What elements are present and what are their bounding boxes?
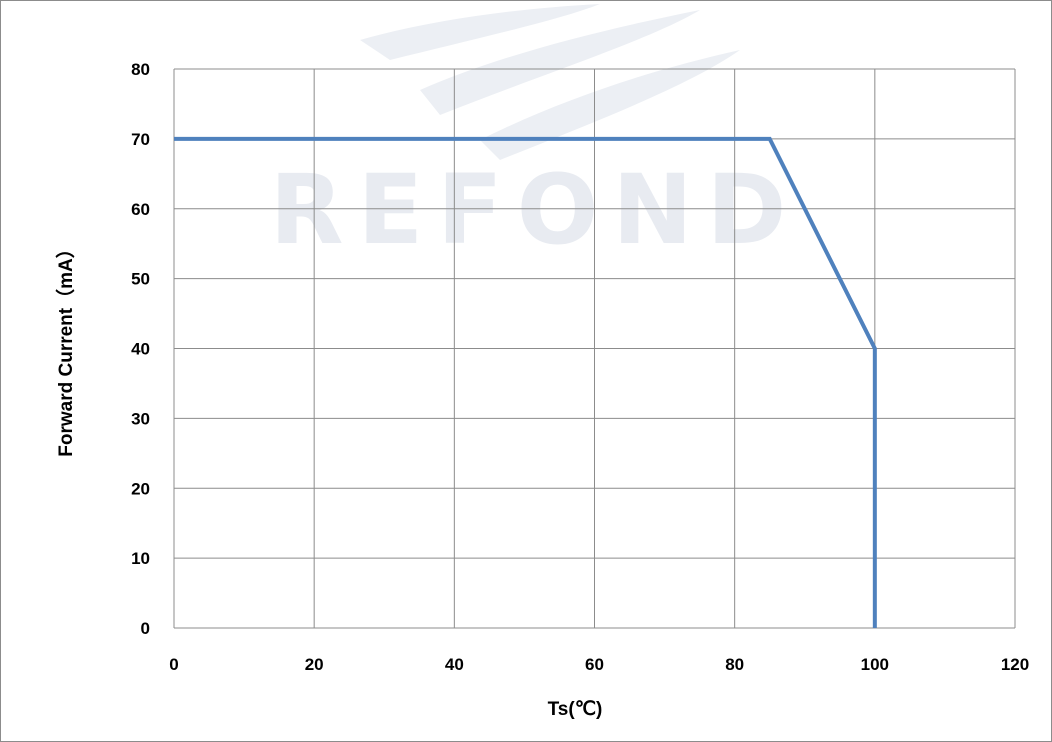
- y-tick-label: 30: [131, 409, 150, 428]
- watermark-swoosh-1: [360, 4, 600, 60]
- y-tick-label: 40: [131, 340, 150, 359]
- watermark-swoosh-2: [420, 10, 700, 115]
- x-tick-labels: 0 20 40 60 80 100 120: [169, 655, 1029, 674]
- y-tick-label: 60: [131, 200, 150, 219]
- x-tick-label: 0: [169, 655, 178, 674]
- y-tick-label: 50: [131, 270, 150, 289]
- y-tick-label: 70: [131, 130, 150, 149]
- x-tick-label: 120: [1001, 655, 1029, 674]
- watermark-swoosh-3: [480, 50, 740, 160]
- grid: [173, 68, 1016, 629]
- y-tick-label: 0: [141, 619, 150, 638]
- x-tick-label: 20: [305, 655, 324, 674]
- x-tick-label: 80: [725, 655, 744, 674]
- y-axis-title: Forward Current（mA）: [54, 239, 77, 456]
- x-tick-label: 40: [445, 655, 464, 674]
- y-tick-labels: 0 10 20 30 40 50 60 70 80: [131, 60, 150, 638]
- x-tick-label: 100: [861, 655, 889, 674]
- x-tick-label: 60: [585, 655, 604, 674]
- series-group: [174, 136, 877, 628]
- watermark-text: REFOND: [270, 154, 801, 266]
- y-tick-label: 80: [131, 60, 150, 79]
- y-tick-label: 10: [131, 549, 150, 568]
- refond-watermark: REFOND: [270, 4, 801, 266]
- series-line: [174, 136, 877, 628]
- x-axis-title: Ts(℃): [548, 699, 603, 720]
- y-tick-label: 20: [131, 479, 150, 498]
